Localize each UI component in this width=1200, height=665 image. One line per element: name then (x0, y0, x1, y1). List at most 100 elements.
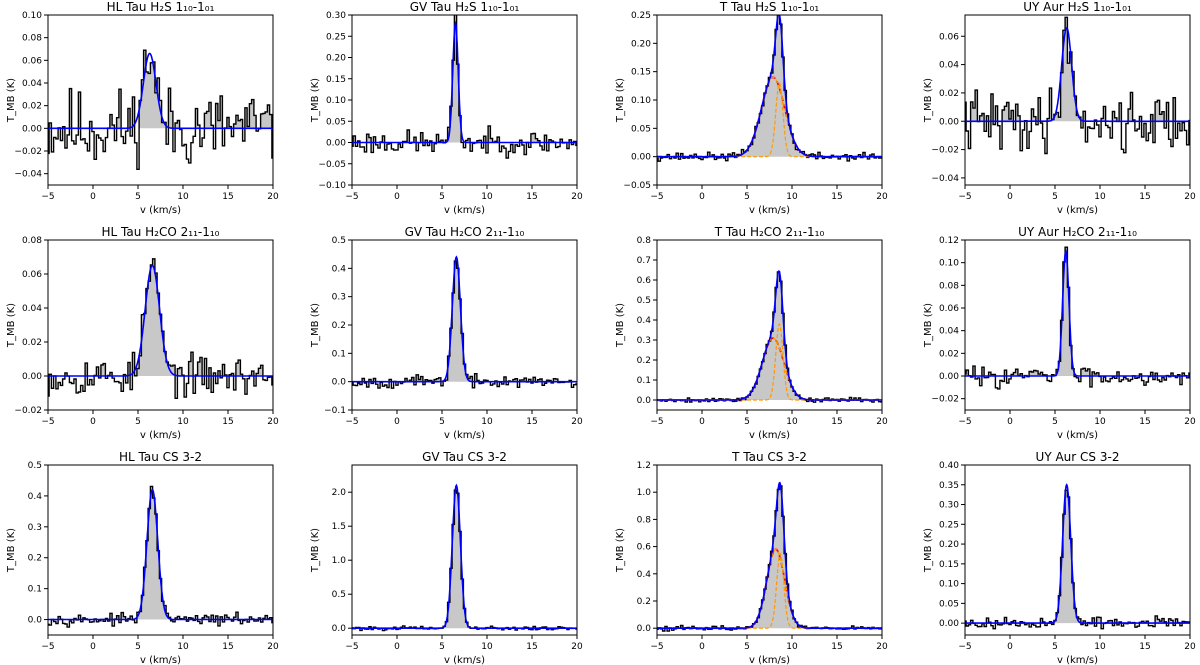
y-tick-label: 0.1 (637, 376, 651, 386)
spectrum-panel: −5 0 5 10 15 20 −0.05 0.00 0.05 0.10 0.15 0.20 0.25 T… (615, 0, 888, 216)
y-axis-label: T_MB (K) (310, 303, 321, 348)
x-tick-label: 5 (135, 417, 141, 427)
x-tick-label: 0 (1007, 642, 1013, 652)
x-tick-label: 15 (1139, 417, 1150, 427)
x-tick-label: −5 (41, 642, 54, 652)
x-tick-label: 5 (744, 192, 750, 202)
x-tick-label: −5 (345, 642, 358, 652)
y-axis-label: T_MB (K) (923, 78, 934, 123)
x-axis-label: v (km/s) (140, 430, 181, 441)
x-axis-label: v (km/s) (1057, 205, 1098, 216)
spectrum-panel: −5 0 5 10 15 20 −0.02 0.00 0.02 0.04 0.06 0.08 HL Ta… (6, 225, 279, 441)
x-tick-label: −5 (345, 417, 358, 427)
y-tick-label: 0.1 (332, 349, 346, 359)
y-tick-label: 0.5 (332, 236, 346, 246)
y-axis-label: T_MB (K) (923, 303, 934, 348)
y-tick-label: 0.04 (22, 79, 42, 89)
y-tick-label: 0.00 (326, 139, 346, 149)
x-tick-label: 15 (1139, 192, 1150, 202)
plot-area (657, 15, 882, 162)
x-tick-label: 20 (571, 417, 583, 427)
y-tick-label: 0.02 (939, 89, 959, 99)
x-tick-label: 15 (1139, 642, 1150, 652)
y-tick-label: 0.3 (28, 523, 42, 533)
x-tick-label: 15 (831, 417, 842, 427)
y-tick-label: 0.3 (332, 293, 346, 303)
x-tick-label: 5 (135, 642, 141, 652)
y-axis-label: T_MB (K) (923, 528, 934, 573)
x-axis-label: v (km/s) (749, 655, 790, 665)
y-axis-label: T_MB (K) (615, 303, 626, 348)
fit-line (965, 248, 1190, 377)
spectrum-panel: −5 0 5 10 15 20 0.0 0.1 0.2 0.3 0.4 0.5 HL Tau CS 3-… (6, 450, 279, 665)
axes-frame (656, 239, 883, 411)
x-tick-label: −5 (41, 192, 54, 202)
axes-frame (964, 239, 1191, 411)
y-tick-label: −0.05 (318, 160, 346, 170)
x-tick-label: 5 (135, 192, 141, 202)
x-tick-label: 10 (786, 642, 798, 652)
y-tick-label: 0.10 (631, 96, 651, 106)
axes-frame (47, 14, 274, 186)
y-tick-label: 0.2 (332, 321, 346, 331)
y-tick-label: 0.15 (939, 560, 959, 570)
x-tick-label: −5 (958, 192, 971, 202)
spectrum-panel: −5 0 5 10 15 20 0.00 0.05 0.10 0.15 0.20 0.25 0.30 0.… (923, 450, 1196, 665)
x-tick-label: −5 (958, 642, 971, 652)
y-tick-label: 0.06 (22, 56, 42, 66)
x-tick-label: 10 (481, 417, 493, 427)
x-tick-label: 10 (177, 642, 189, 652)
y-tick-label: 0.06 (939, 32, 959, 42)
plot-area (48, 49, 273, 170)
y-tick-label: 0.04 (939, 61, 959, 71)
y-tick-label: 0.25 (631, 11, 651, 21)
y-tick-label: 0.1 (28, 585, 42, 595)
x-tick-label: 5 (744, 417, 750, 427)
plot-area (965, 16, 1190, 155)
x-tick-label: 20 (876, 642, 888, 652)
x-tick-label: 20 (267, 642, 279, 652)
y-tick-label: 0.2 (28, 554, 42, 564)
y-axis-label: T_MB (K) (310, 528, 321, 573)
x-axis-label: v (km/s) (749, 430, 790, 441)
y-tick-label: 0.0 (332, 624, 347, 634)
spectrum-fill (965, 17, 1190, 122)
y-tick-label: 0.00 (631, 153, 651, 163)
x-axis-label: v (km/s) (1057, 430, 1098, 441)
y-tick-label: 0.08 (22, 236, 42, 246)
spectrum-line (965, 16, 1190, 155)
x-tick-label: 15 (831, 192, 842, 202)
y-tick-label: 0.4 (637, 316, 652, 326)
y-tick-label: 0.00 (939, 619, 959, 629)
y-tick-label: −0.02 (931, 146, 959, 156)
spectrum-panel: −5 0 5 10 15 20 0.0 0.1 0.2 0.3 0.4 0.5 0.6 0.7 0.8 T T… (615, 225, 888, 441)
x-tick-label: 20 (1184, 417, 1196, 427)
spectrum-fill (362, 261, 572, 382)
axes-frame (351, 14, 578, 186)
x-tick-label: 15 (526, 192, 537, 202)
plot-area (657, 481, 882, 632)
fit-line (48, 264, 273, 377)
panel-title: HL Tau H₂CO 2₁₁-1₁₀ (102, 225, 220, 239)
x-tick-label: 20 (571, 642, 583, 652)
x-tick-label: −5 (650, 642, 663, 652)
y-tick-label: 0.0 (637, 396, 652, 406)
y-tick-label: 0.02 (939, 349, 959, 359)
spectrum-line (352, 260, 577, 389)
y-tick-label: 0.0 (332, 378, 347, 388)
y-tick-label: 0.6 (637, 543, 652, 553)
panel-title: GV Tau CS 3-2 (422, 450, 507, 464)
panel-title: GV Tau H₂S 1₁₀-1₀₁ (410, 0, 520, 14)
panel-title: GV Tau H₂CO 2₁₁-1₁₀ (405, 225, 525, 239)
x-tick-label: 10 (786, 192, 798, 202)
x-tick-label: −5 (345, 192, 358, 202)
y-tick-label: 0.25 (939, 520, 959, 530)
x-tick-label: 15 (222, 192, 233, 202)
plot-area (965, 246, 1190, 390)
spectrum-panel: −5 0 5 10 15 20 −0.04 −0.02 0.00 0.02 0.04 0.06 0.08… (6, 0, 279, 216)
x-tick-label: 0 (394, 417, 400, 427)
y-tick-label: 0.00 (939, 117, 959, 127)
y-axis-label: T_MB (K) (615, 528, 626, 573)
spectrum-panel: −5 0 5 10 15 20 −0.02 0.00 0.02 0.04 0.06 0.08 0.10 0… (923, 225, 1196, 441)
panel-title: HL Tau CS 3-2 (119, 450, 202, 464)
